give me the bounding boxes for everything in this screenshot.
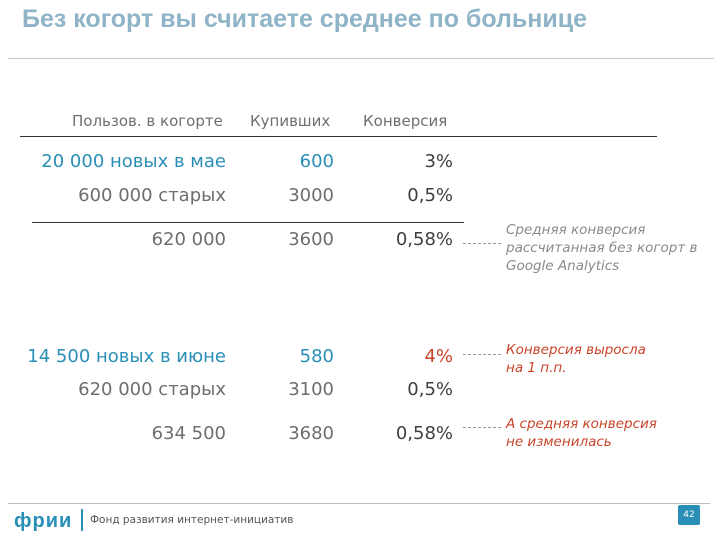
header-bought: Купивших bbox=[250, 112, 331, 130]
total-1-bought: 3600 bbox=[288, 229, 334, 250]
slide-title: Без когорт вы считаете среднее по больни… bbox=[22, 5, 588, 33]
note-3-leader bbox=[463, 427, 501, 428]
total-2-conv: 0,58% bbox=[395, 423, 453, 444]
sum-divider-1 bbox=[32, 222, 464, 223]
row-new-may-bought: 600 bbox=[299, 151, 334, 172]
row-new-june-conv: 4% bbox=[424, 346, 453, 367]
logo-separator bbox=[81, 509, 83, 531]
note-2-leader bbox=[463, 354, 501, 355]
row-old-2-bought: 3100 bbox=[288, 379, 334, 400]
row-old-1-bought: 3000 bbox=[288, 185, 334, 206]
header-divider bbox=[20, 136, 657, 137]
total-2-bought: 3680 bbox=[288, 423, 334, 444]
note-average-unchanged: А средняя конверсия не изменилась bbox=[506, 416, 657, 450]
title-divider bbox=[8, 58, 714, 59]
footer-org-name: Фонд развития интернет-инициатив bbox=[90, 514, 294, 526]
row-new-june-label: 14 500 новых в июне bbox=[27, 346, 226, 367]
row-new-may-label: 20 000 новых в мае bbox=[41, 151, 226, 172]
note-1-leader bbox=[463, 243, 501, 244]
row-old-1-label: 600 000 старых bbox=[78, 185, 226, 206]
header-conversion: Конверсия bbox=[363, 112, 448, 130]
frii-logo: фрии bbox=[14, 510, 73, 532]
total-2-label: 634 500 bbox=[151, 423, 226, 444]
row-old-2-label: 620 000 старых bbox=[78, 379, 226, 400]
footer-divider bbox=[8, 503, 710, 504]
row-old-1-conv: 0,5% bbox=[407, 185, 453, 206]
page-number: 42 bbox=[678, 505, 700, 525]
total-1-conv: 0,58% bbox=[395, 229, 453, 250]
row-new-june-bought: 580 bbox=[299, 346, 334, 367]
total-1-label: 620 000 bbox=[151, 229, 226, 250]
row-old-2-conv: 0,5% bbox=[407, 379, 453, 400]
header-cohort-users: Пользов. в когорте bbox=[72, 112, 223, 130]
note-conversion-grew: Конверсия выросла на 1 п.п. bbox=[506, 342, 646, 376]
note-average-conversion: Средняя конверсия рассчитанная без когор… bbox=[506, 222, 698, 274]
row-new-may-conv: 3% bbox=[424, 151, 453, 172]
